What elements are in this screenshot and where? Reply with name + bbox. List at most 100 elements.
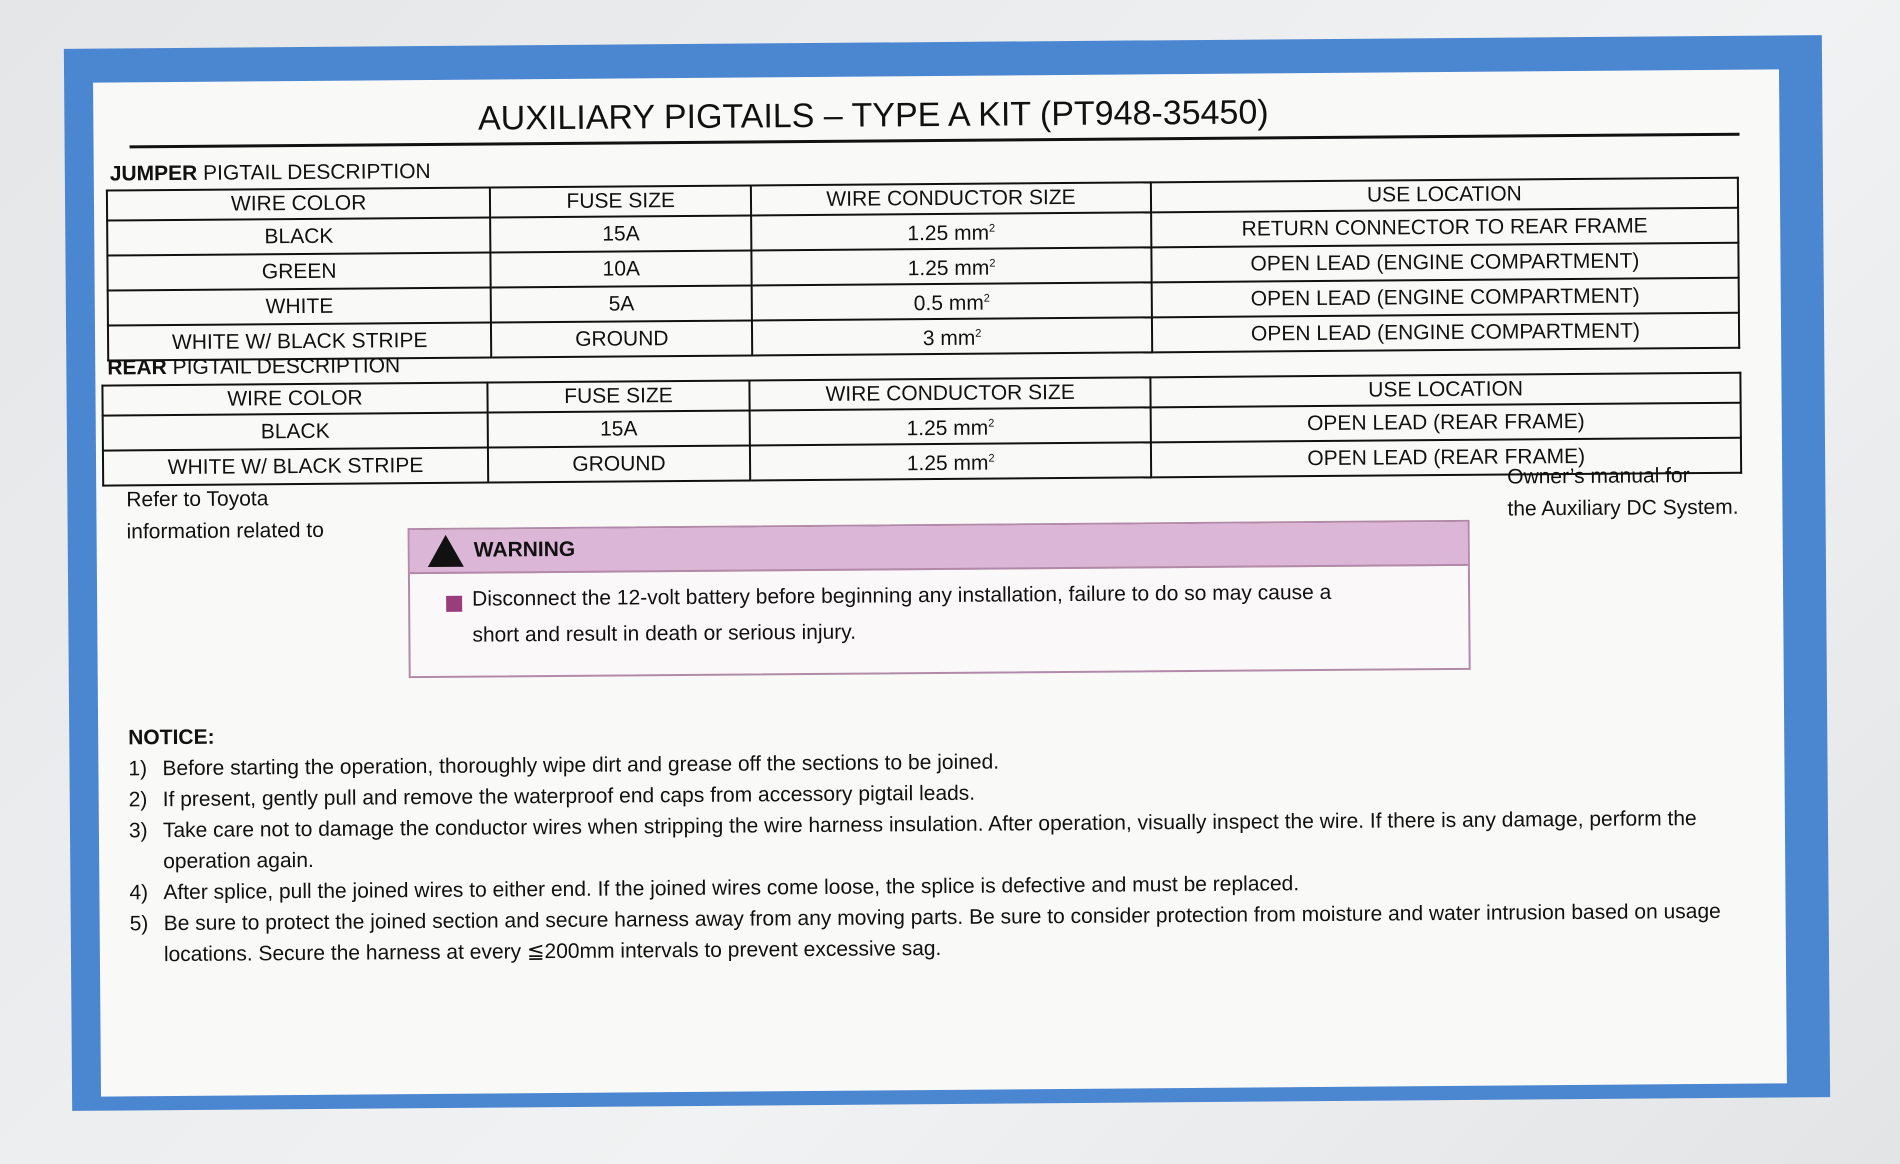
cell-text: 3 mm xyxy=(922,326,976,351)
column-header: WIRE CONDUCTOR SIZE xyxy=(751,182,1151,216)
table-cell: OPEN LEAD (ENGINE COMPARTMENT) xyxy=(1151,312,1740,353)
notice-item: 5) Be sure to protect the joined section … xyxy=(130,896,1750,971)
cell-text: 10A xyxy=(602,256,641,281)
notice-list: 1) Before starting the operation, thoroug… xyxy=(128,741,1750,971)
notice-number: 2) xyxy=(128,788,148,812)
table-cell: RETURN CONNECTOR TO REAR FRAME xyxy=(1150,207,1739,248)
owner-manual-text: Owner’s manual for the Auxiliary DC Syst… xyxy=(1507,460,1739,526)
cell-text: OPEN LEAD (ENGINE COMPARTMENT) xyxy=(1250,318,1641,346)
column-header: FUSE SIZE xyxy=(487,380,750,413)
refer-line-2: information related to xyxy=(126,518,324,544)
table-cell: 1.25 mm2 xyxy=(751,247,1152,286)
cell-text: FUSE SIZE xyxy=(564,384,673,408)
warning-box: WARNING Disconnect the 12-volt battery b… xyxy=(407,519,1471,679)
cell-text: OPEN LEAD (ENGINE COMPARTMENT) xyxy=(1250,248,1640,276)
cell-text: WHITE W/ BLACK STRIPE xyxy=(171,328,428,354)
label-title: AUXILIARY PIGTAILS – TYPE A KIT (PT948-3… xyxy=(477,93,1269,138)
table-cell: 3 mm2 xyxy=(752,317,1153,356)
superscript: 2 xyxy=(983,292,990,305)
cell-text: WHITE xyxy=(265,294,334,318)
notice-number: 4) xyxy=(129,881,149,905)
cell-text: 1.25 mm xyxy=(907,221,990,246)
rear-table: WIRE COLOR FUSE SIZE WIRE CONDUCTOR SIZE US… xyxy=(101,372,1742,487)
table-cell: BLACK xyxy=(102,412,488,451)
column-header: USE LOCATION xyxy=(1150,372,1741,408)
superscript: 2 xyxy=(988,417,995,430)
table-cell: GROUND xyxy=(487,445,751,483)
cell-text: 15A xyxy=(599,416,638,441)
table-cell: 1.25 mm2 xyxy=(749,407,1152,446)
owner-line-2: the Auxiliary DC System. xyxy=(1507,495,1739,521)
table-cell: OPEN LEAD (ENGINE COMPARTMENT) xyxy=(1151,277,1739,318)
rear-section-label: REAR PIGTAIL DESCRIPTION xyxy=(107,354,400,380)
column-header: WIRE COLOR xyxy=(106,187,491,221)
table-cell: 15A xyxy=(490,215,752,253)
notice-text: Be sure to protect the joined section an… xyxy=(163,899,1721,967)
refer-line-1: Refer to Toyota xyxy=(126,487,269,512)
table-cell: 5A xyxy=(490,285,753,323)
cell-text: BLACK xyxy=(264,224,334,248)
notice-number: 3) xyxy=(128,819,148,843)
cell-text: 1.25 mm xyxy=(907,256,990,281)
square-bullet-icon xyxy=(446,595,463,612)
notice-number: 5) xyxy=(129,912,149,936)
warning-triangle-icon xyxy=(427,534,464,568)
cell-text: FUSE SIZE xyxy=(566,189,676,213)
cell-text: 15A xyxy=(602,221,640,246)
cell-text: OPEN LEAD (ENGINE COMPARTMENT) xyxy=(1250,283,1640,311)
warning-body: Disconnect the 12-volt battery before be… xyxy=(410,566,1469,654)
table-cell: GREEN xyxy=(107,252,491,291)
cell-text: GREEN xyxy=(261,259,337,283)
table-cell: GROUND xyxy=(491,320,753,358)
cell-text: WHITE W/ BLACK STRIPE xyxy=(167,453,424,479)
cell-text: 1.25 mm xyxy=(906,451,989,476)
cell-text: 1.25 mm xyxy=(906,416,989,441)
table-cell: 15A xyxy=(487,410,750,448)
label-card: AUXILIARY PIGTAILS – TYPE A KIT (PT948-3… xyxy=(93,69,1787,1097)
cell-text: WIRE CONDUCTOR SIZE xyxy=(826,185,1076,211)
warning-line-2: short and result in death or serious inj… xyxy=(472,620,857,647)
cell-text: GROUND xyxy=(572,451,666,476)
cell-text: OPEN LEAD (REAR FRAME) xyxy=(1306,409,1585,435)
notice-number: 1) xyxy=(128,757,148,781)
table-cell: 10A xyxy=(490,250,752,288)
table-cell: BLACK xyxy=(107,217,491,256)
notice-section: NOTICE: 1) Before starting the operation,… xyxy=(128,710,1750,971)
jumper-section-label: JUMPER PIGTAIL DESCRIPTION xyxy=(110,160,431,187)
jumper-label-rest: PIGTAIL DESCRIPTION xyxy=(197,159,431,185)
table-cell: WHITE W/ BLACK STRIPE xyxy=(102,447,489,486)
column-header: WIRE COLOR xyxy=(102,382,488,416)
cell-text: USE LOCATION xyxy=(1366,182,1522,207)
warning-title: WARNING xyxy=(473,537,576,562)
rear-label-rest: PIGTAIL DESCRIPTION xyxy=(166,354,401,380)
owner-line-1: Owner’s manual for xyxy=(1507,464,1690,489)
cell-text: RETURN CONNECTOR TO REAR FRAME xyxy=(1241,213,1648,241)
superscript: 2 xyxy=(989,257,996,270)
superscript: 2 xyxy=(975,327,982,340)
table-cell: 1.25 mm2 xyxy=(751,212,1152,251)
rear-label-bold: REAR xyxy=(107,356,167,380)
cell-text: 0.5 mm xyxy=(913,291,984,316)
superscript: 2 xyxy=(988,452,995,465)
column-header: FUSE SIZE xyxy=(490,185,752,218)
jumper-table: WIRE COLOR FUSE SIZE WIRE CONDUCTOR SIZE US… xyxy=(106,177,1740,362)
table-cell: OPEN LEAD (REAR FRAME) xyxy=(1150,402,1741,443)
superscript: 2 xyxy=(988,222,996,235)
column-header: USE LOCATION xyxy=(1150,177,1739,213)
notice-text: Take care not to damage the conductor wi… xyxy=(162,807,1697,874)
table-cell: 0.5 mm2 xyxy=(751,282,1152,321)
cell-text: WIRE COLOR xyxy=(230,191,367,216)
column-header: WIRE CONDUCTOR SIZE xyxy=(749,377,1151,411)
refer-text: Refer to Toyota information related to xyxy=(126,483,324,549)
jumper-label-bold: JUMPER xyxy=(109,161,198,186)
table-cell: WHITE xyxy=(107,287,492,326)
cell-text: BLACK xyxy=(260,419,330,443)
cell-text: 5A xyxy=(608,291,635,316)
cell-text: WIRE COLOR xyxy=(227,386,363,411)
table-cell: OPEN LEAD (ENGINE COMPARTMENT) xyxy=(1151,242,1739,283)
cell-text: GROUND xyxy=(575,326,669,351)
cell-text: WIRE CONDUCTOR SIZE xyxy=(825,380,1075,406)
cell-text: USE LOCATION xyxy=(1368,377,1524,402)
table-cell: 1.25 mm2 xyxy=(749,442,1152,481)
notice-item: 3) Take care not to damage the conductor … xyxy=(129,803,1749,878)
